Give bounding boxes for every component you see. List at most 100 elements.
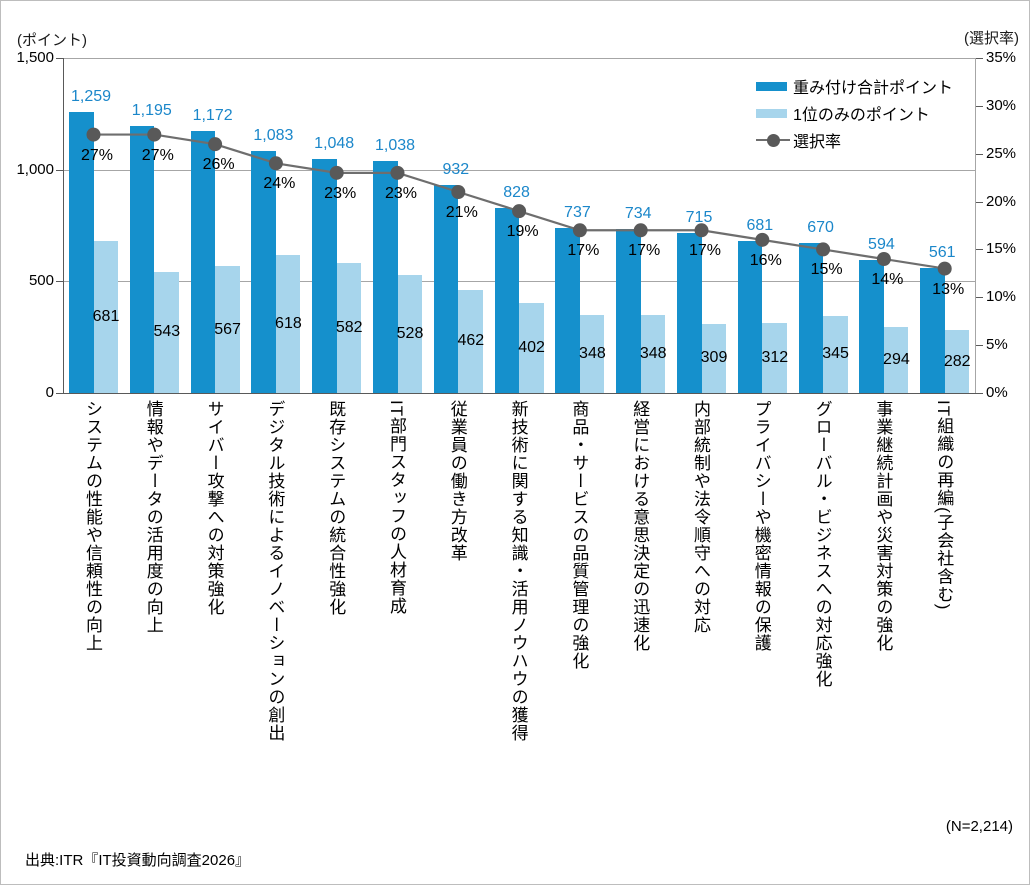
legend-swatch-dark-bar-icon bbox=[756, 81, 787, 91]
right-axis-unit-label: (選択率) bbox=[964, 30, 1019, 47]
bar-value-label-weighted: 594 bbox=[868, 236, 895, 254]
category-label: IT部門スタッフの人材育成 bbox=[387, 400, 406, 616]
sample-size-note: (N=2,214) bbox=[945, 818, 1013, 835]
legend-label: 1位のみのポイント bbox=[793, 107, 930, 124]
category-label: 新技術に関する知識・活用ノウハウの獲得 bbox=[508, 400, 528, 742]
bar-first-place-only bbox=[762, 323, 787, 393]
selection-rate-label: 24% bbox=[263, 175, 296, 193]
selection-rate-label: 14% bbox=[871, 271, 904, 288]
bar-value-label-weighted: 561 bbox=[928, 243, 956, 261]
legend-item-weighted-total: 重み付け合計ポイント bbox=[756, 76, 954, 97]
legend-label: 選択率 bbox=[793, 134, 842, 151]
legend-label: 重み付け合計ポイント bbox=[793, 80, 954, 97]
legend-swatch-light-bar-icon bbox=[756, 108, 787, 118]
bar-first-place-only bbox=[458, 289, 483, 393]
category-label: デジタル技術によるイノベーションの創出 bbox=[265, 400, 285, 742]
right-axis-tick bbox=[976, 105, 983, 107]
bar-value-label-first-place: 582 bbox=[335, 319, 363, 336]
bar-value-label-first-place: 345 bbox=[822, 345, 849, 363]
right-axis-tick-label: 10% bbox=[986, 288, 1017, 306]
bar-value-label-first-place: 462 bbox=[457, 332, 485, 350]
left-axis-tick-label: 500 bbox=[28, 272, 54, 290]
category-label: 経営における意思決定の迅速化 bbox=[630, 400, 650, 652]
bar-value-label-first-place: 402 bbox=[518, 339, 545, 357]
bar-value-label-weighted: 715 bbox=[685, 209, 713, 227]
left-axis-tick-label: 0 bbox=[45, 384, 54, 401]
bar-weighted-total bbox=[129, 126, 155, 393]
bar-value-label-weighted: 1,048 bbox=[314, 134, 355, 152]
selection-rate-label: 26% bbox=[202, 156, 235, 174]
bar-first-place-only bbox=[397, 275, 422, 393]
bar-value-label-first-place: 528 bbox=[396, 325, 424, 343]
selection-rate-label: 23% bbox=[384, 184, 418, 202]
selection-rate-label: 27% bbox=[80, 146, 114, 164]
bar-value-label-first-place: 348 bbox=[639, 345, 667, 363]
category-label: 既存システムの統合性強化 bbox=[326, 400, 346, 616]
category-label: 従業員の働き方改革 bbox=[447, 400, 467, 562]
bar-value-label-first-place: 282 bbox=[943, 352, 971, 370]
bar-first-place-only bbox=[275, 254, 301, 393]
plot-border-top bbox=[63, 58, 975, 59]
right-axis-tick bbox=[976, 153, 983, 155]
bar-first-place-only bbox=[640, 315, 666, 393]
right-axis-tick bbox=[976, 249, 983, 251]
bar-value-label-weighted: 1,259 bbox=[70, 87, 112, 105]
bar-first-place-only bbox=[701, 323, 726, 393]
category-label: 商品・サービスの品質管理の強化 bbox=[569, 400, 589, 670]
bar-value-label-weighted: 1,172 bbox=[192, 107, 233, 125]
selection-rate-label: 19% bbox=[506, 223, 539, 241]
left-axis-tick-label: 1,000 bbox=[16, 160, 54, 178]
selection-rate-label: 16% bbox=[749, 251, 782, 269]
bar-first-place-only bbox=[519, 303, 544, 393]
left-axis-tick-label: 1,500 bbox=[16, 49, 54, 66]
category-label: IT組織の再編(子会社含む) bbox=[934, 400, 954, 611]
selection-rate-label: 21% bbox=[445, 204, 478, 221]
left-axis-tick bbox=[56, 393, 63, 394]
selection-rate-label: 17% bbox=[688, 242, 722, 260]
right-axis-tick-label: 0% bbox=[986, 384, 1008, 401]
bar-value-label-first-place: 567 bbox=[214, 320, 241, 338]
legend-item-first-place-only: 1位のみのポイント bbox=[756, 103, 930, 124]
category-label: 内部統制や法令順守への対応 bbox=[691, 400, 710, 634]
bar-value-label-weighted: 932 bbox=[442, 160, 470, 178]
right-axis-tick bbox=[976, 297, 983, 299]
bar-value-label-first-place: 543 bbox=[153, 323, 181, 341]
bar-value-label-first-place: 618 bbox=[275, 314, 302, 332]
bar-value-label-weighted: 737 bbox=[564, 204, 591, 222]
right-axis-tick-label: 5% bbox=[986, 336, 1008, 354]
selection-rate-label: 13% bbox=[932, 280, 965, 298]
bar-value-label-first-place: 312 bbox=[761, 349, 789, 367]
bar-first-place-only bbox=[336, 263, 362, 393]
bar-first-place-only bbox=[823, 315, 848, 393]
left-axis-tick bbox=[56, 169, 63, 171]
bar-first-place-only bbox=[883, 327, 909, 393]
right-axis-tick bbox=[976, 393, 983, 394]
left-axis-unit-label: (ポイント) bbox=[17, 32, 87, 49]
bar-weighted-total bbox=[920, 267, 945, 393]
category-label: 事業継続計画や災害対策の強化 bbox=[873, 400, 893, 652]
bar-first-place-only bbox=[215, 266, 240, 393]
selection-rate-label: 27% bbox=[141, 146, 174, 164]
legend-swatch-line-marker-icon bbox=[756, 133, 790, 147]
category-label: システムの性能や信頼性の向上 bbox=[83, 400, 102, 652]
bar-first-place-only bbox=[154, 271, 179, 393]
category-label: グローバル・ビジネスへの対応強化 bbox=[812, 400, 832, 688]
right-axis-tick bbox=[976, 58, 983, 59]
bar-value-label-weighted: 1,195 bbox=[131, 102, 172, 120]
x-axis-bottom bbox=[63, 393, 976, 394]
bar-value-label-first-place: 294 bbox=[883, 351, 910, 369]
right-axis-tick bbox=[976, 201, 983, 203]
right-axis-tick-label: 25% bbox=[986, 144, 1017, 162]
category-label: サイバー攻撃への対策強化 bbox=[204, 400, 224, 616]
source-note: 出典:ITR『IT投資動向調査2026』 bbox=[25, 852, 251, 869]
bar-value-label-first-place: 681 bbox=[92, 307, 120, 325]
right-axis-tick-label: 35% bbox=[986, 49, 1017, 66]
left-axis-tick bbox=[56, 281, 63, 283]
bar-value-label-weighted: 734 bbox=[624, 205, 652, 223]
bar-value-label-weighted: 670 bbox=[807, 219, 834, 237]
bar-weighted-total bbox=[859, 260, 884, 393]
selection-rate-label: 15% bbox=[810, 261, 843, 279]
right-axis-tick-label: 20% bbox=[986, 192, 1017, 210]
